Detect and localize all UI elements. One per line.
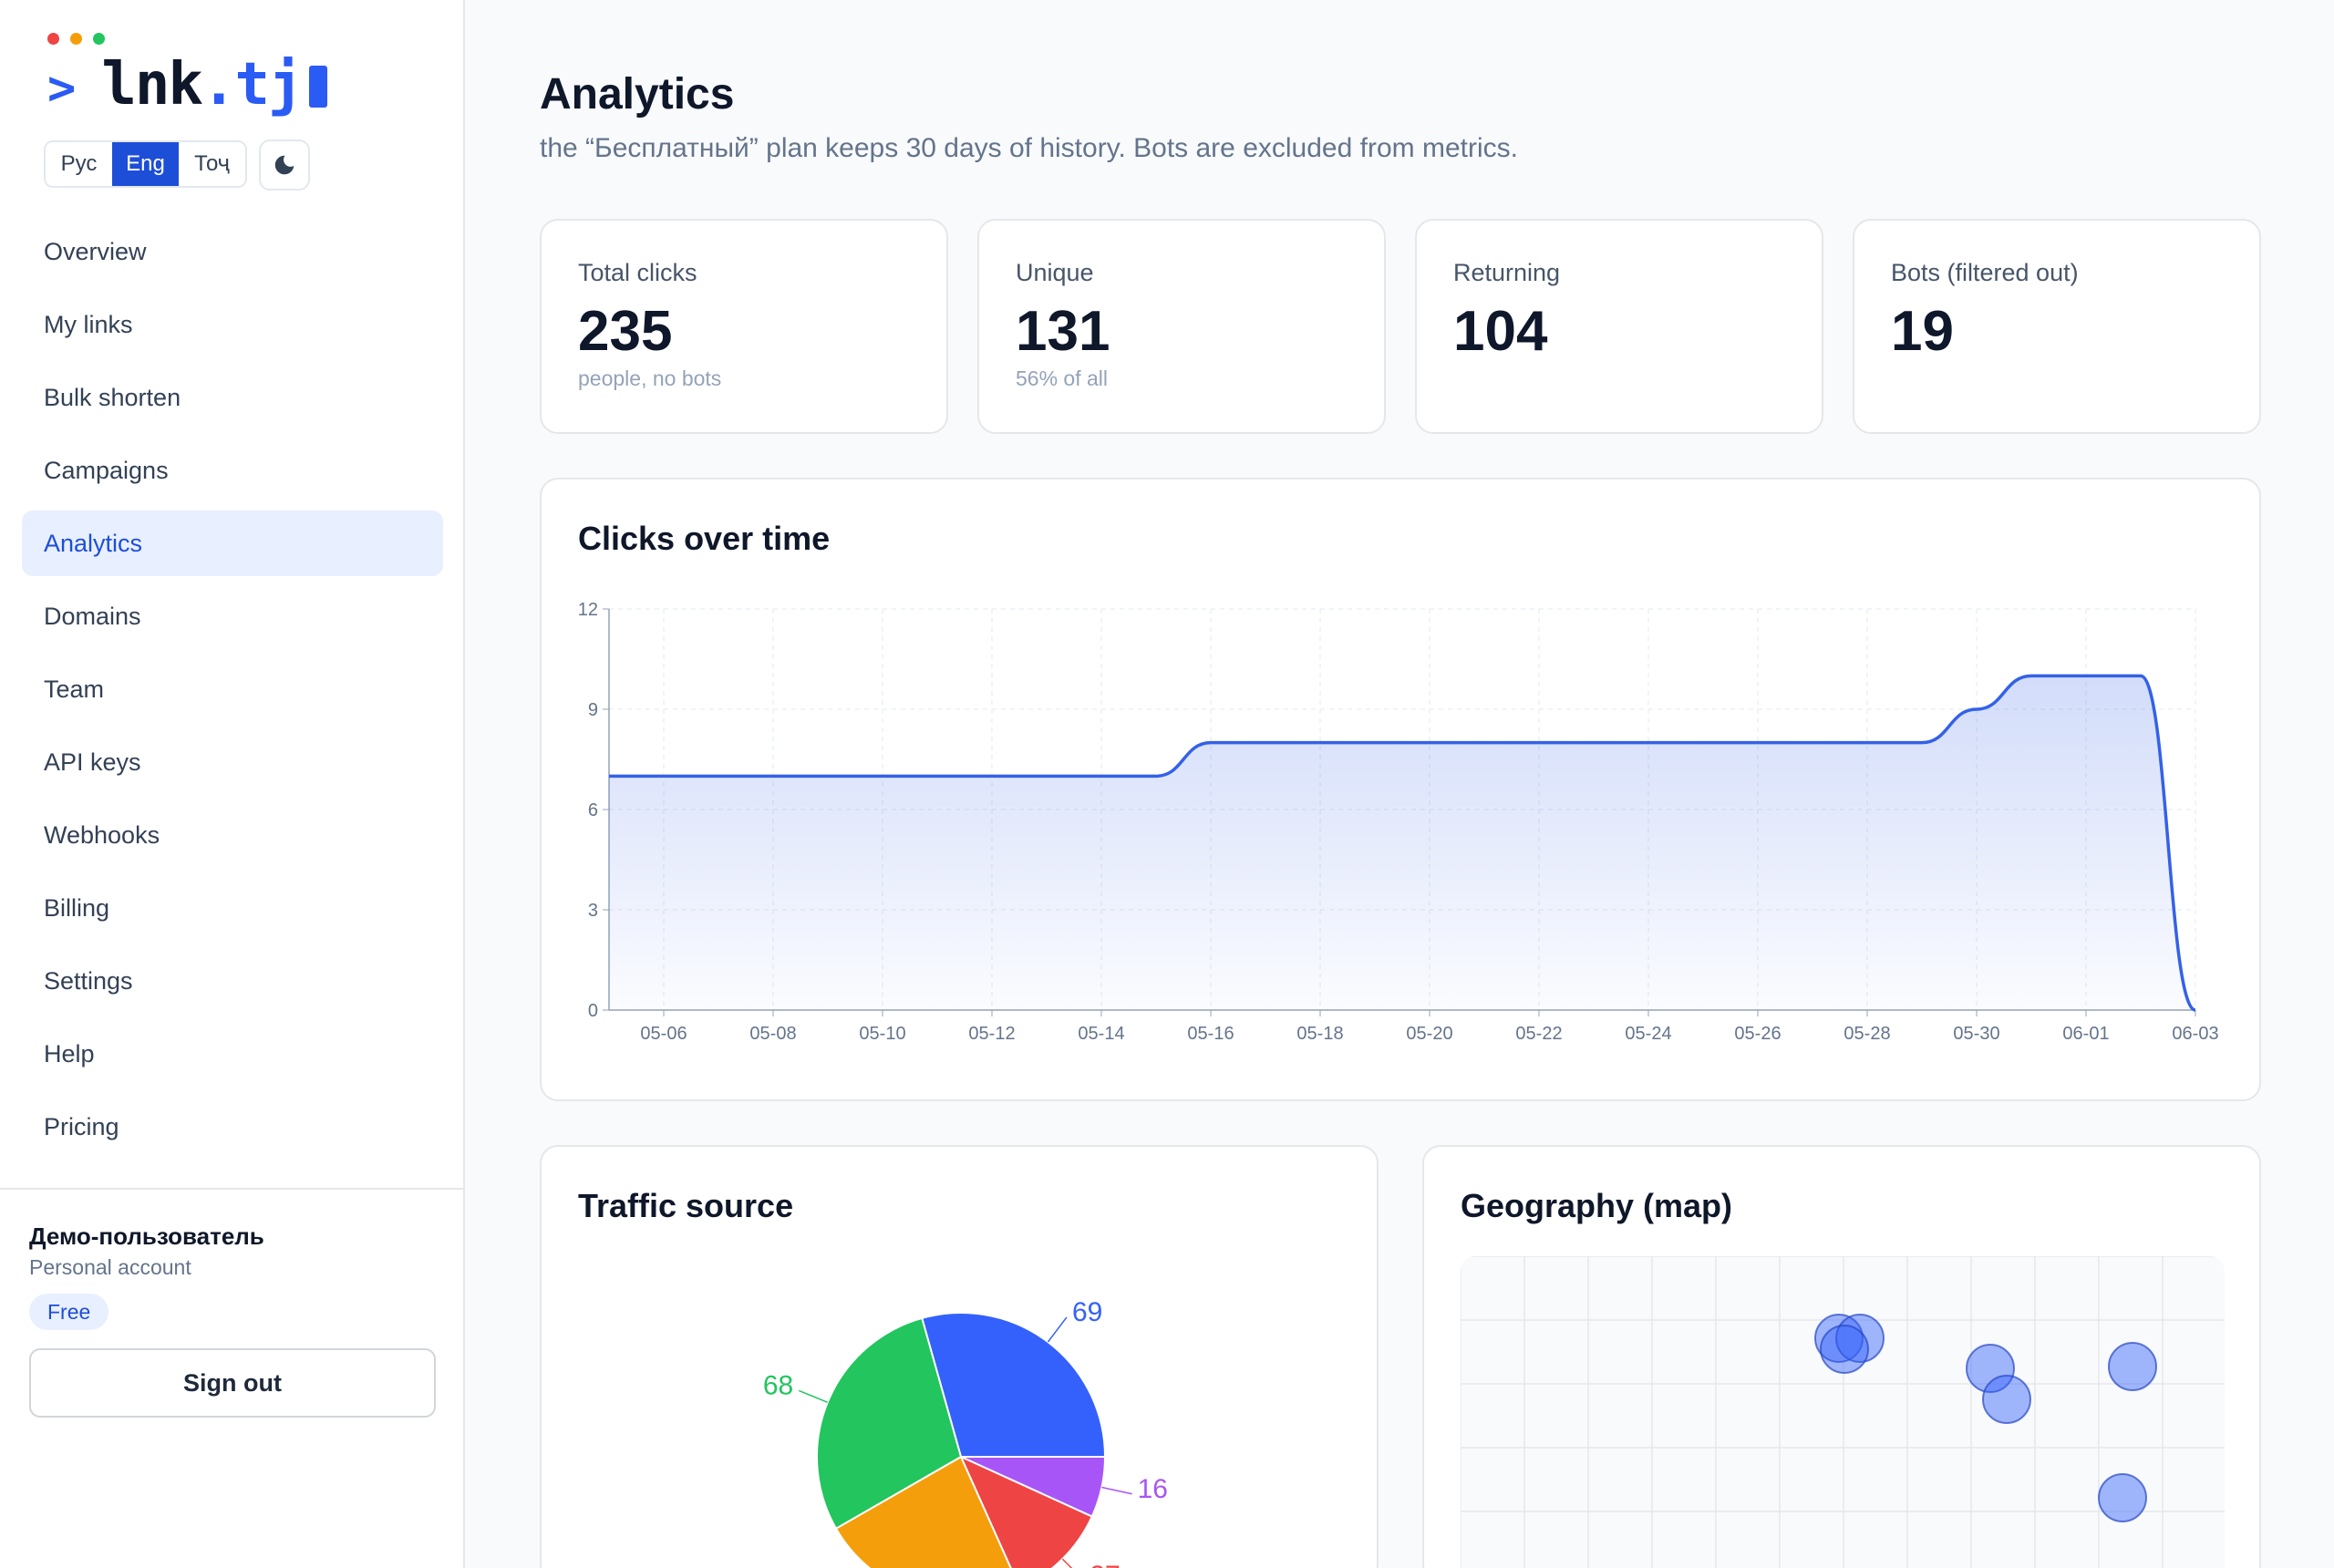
y-tick-label: 6 [588, 800, 598, 820]
sidebar-item-api-keys[interactable]: API keys [44, 748, 141, 776]
x-tick-label: 05-26 [1734, 1024, 1781, 1044]
user-account-type: Personal account [29, 1255, 191, 1279]
pie-slice[interactable] [834, 1455, 1020, 1568]
stat-label: Total clicks [578, 259, 697, 286]
sign-out-button[interactable]: Sign out [29, 1348, 436, 1418]
language-option[interactable]: Рус [46, 142, 112, 186]
geography-card: Geography (map) [1422, 1145, 2261, 1568]
sidebar-item-help[interactable]: Help [44, 1039, 95, 1068]
map-bubble[interactable] [2098, 1473, 2147, 1522]
logo-prompt: > [47, 61, 76, 116]
x-tick-label: 05-16 [1187, 1024, 1234, 1044]
stat-value: 131 [1016, 300, 1110, 363]
y-tick-label: 3 [588, 901, 598, 921]
moon-icon [274, 155, 294, 175]
stat-label: Bots (filtered out) [1891, 259, 2079, 286]
theme-toggle-button[interactable] [259, 139, 310, 191]
logo-name: lnk [101, 51, 203, 119]
chart-title: Traffic source [578, 1187, 794, 1224]
plan-badge: Free [29, 1294, 109, 1330]
sidebar-item-billing[interactable]: Billing [44, 893, 110, 922]
pie-label-leader [1047, 1316, 1068, 1343]
sidebar-item-campaigns[interactable]: Campaigns [44, 456, 169, 484]
language-option[interactable]: Eng [112, 142, 179, 186]
clicks-over-time-card: 0 3 6 9 12 05-06 05-08 05-10 05-12 05-14 05-16 05-1… [540, 478, 2261, 1101]
user-name: Демо-пользователь [29, 1222, 264, 1250]
sidebar-item-team[interactable]: Team [44, 675, 105, 703]
stat-value: 104 [1453, 300, 1548, 363]
sidebar-item-overview[interactable]: Overview [44, 237, 147, 265]
pie-slice[interactable] [959, 1454, 1094, 1568]
x-tick-label: 05-20 [1406, 1024, 1452, 1044]
x-tick-label: 05-24 [1625, 1024, 1671, 1044]
sidebar: > lnk.tj Рус Eng Тоҷ Overview My links Bulk s… [0, 0, 465, 1568]
pie-value-label: 16 [1138, 1474, 1168, 1504]
logo-tld: .tj [201, 51, 304, 119]
series-line [608, 674, 2196, 1012]
x-tick-label: 06-03 [2172, 1024, 2218, 1044]
pie-value-label: 69 [1072, 1297, 1102, 1327]
user-panel: Демо-пользователь Personal account Free … [0, 1188, 463, 1568]
language-switcher: Рус Eng Тоҷ [44, 140, 247, 188]
stat-label: Returning [1453, 259, 1561, 286]
map-bubble[interactable] [2108, 1342, 2157, 1391]
x-tick-label: 05-12 [968, 1024, 1015, 1044]
y-tick-label: 12 [578, 600, 598, 620]
pie-label-leader [798, 1389, 829, 1403]
stat-card-bots: Bots (filtered out) 19 [1853, 219, 2261, 434]
stat-value: 19 [1891, 300, 1954, 363]
sidebar-item-bulk-shorten[interactable]: Bulk shorten [44, 383, 181, 411]
clicks-over-time-chart: 0 3 6 9 12 05-06 05-08 05-10 05-12 05-14 05-16 05-1… [578, 600, 2219, 1044]
window-dot [47, 33, 59, 45]
stat-sub: 56% of all [1016, 366, 1109, 390]
page-title: Analytics [540, 70, 735, 119]
language-option[interactable]: Тоҷ [179, 142, 245, 186]
x-tick-label: 05-14 [1078, 1024, 1124, 1044]
x-tick-label: 05-10 [859, 1024, 905, 1044]
chart-title: Geography (map) [1461, 1187, 1733, 1224]
sidebar-item-my-links[interactable]: My links [44, 310, 133, 338]
y-tick-label: 0 [588, 1001, 598, 1021]
sidebar-item-settings[interactable]: Settings [44, 966, 133, 995]
pie-label-leader [1061, 1558, 1073, 1568]
pie-value-label: 68 [763, 1370, 793, 1400]
stat-card-total-clicks: Total clicks 235 people, no bots [540, 219, 948, 434]
sidebar-item-webhooks[interactable]: Webhooks [44, 820, 160, 849]
logo-cursor [308, 66, 327, 108]
stat-card-returning: Returning 104 [1415, 219, 1823, 434]
x-tick-label: 06-01 [2062, 1024, 2109, 1044]
traffic-source-card: Traffic source 69 16 27 68 [540, 1145, 1379, 1568]
geography-map[interactable] [1461, 1256, 2225, 1568]
window-dot [93, 33, 105, 45]
map-bubble[interactable] [1982, 1375, 2031, 1424]
traffic-source-pie-chart: 69 16 27 68 [763, 1297, 1168, 1568]
sidebar-nav: Overview My links Bulk shorten Campaigns Ana… [22, 219, 443, 1167]
logo[interactable]: > lnk.tj [47, 51, 327, 119]
stat-label: Unique [1016, 259, 1094, 286]
y-tick-label: 9 [588, 700, 598, 720]
area-fill [609, 676, 2195, 1010]
map-bubble[interactable] [1966, 1344, 2015, 1393]
window-dot [70, 33, 82, 45]
pie-label-leader [1101, 1486, 1132, 1495]
stat-sub: people, no bots [578, 366, 722, 390]
x-tick-label: 05-06 [640, 1024, 687, 1044]
geography-map-canvas [1461, 1256, 2225, 1568]
chart-title: Clicks over time [578, 520, 831, 557]
stat-card-unique: Unique 131 56% of all [977, 219, 1386, 434]
pie-value-label: 27 [1090, 1561, 1120, 1568]
x-tick-label: 05-22 [1515, 1024, 1562, 1044]
map-bubble[interactable] [1820, 1325, 1869, 1374]
sidebar-item-pricing[interactable]: Pricing [44, 1112, 119, 1140]
stat-value: 235 [578, 300, 673, 363]
x-tick-label: 05-18 [1296, 1024, 1343, 1044]
x-tick-label: 05-30 [1953, 1024, 1999, 1044]
x-tick-label: 05-28 [1843, 1024, 1890, 1044]
sidebar-item-analytics[interactable]: Analytics [22, 511, 443, 576]
page-subtitle: the “Бесплатный” plan keeps 30 days of h… [540, 133, 1518, 163]
window-dots [47, 33, 105, 45]
sidebar-item-domains[interactable]: Domains [44, 602, 141, 630]
x-tick-label: 05-08 [749, 1024, 796, 1044]
